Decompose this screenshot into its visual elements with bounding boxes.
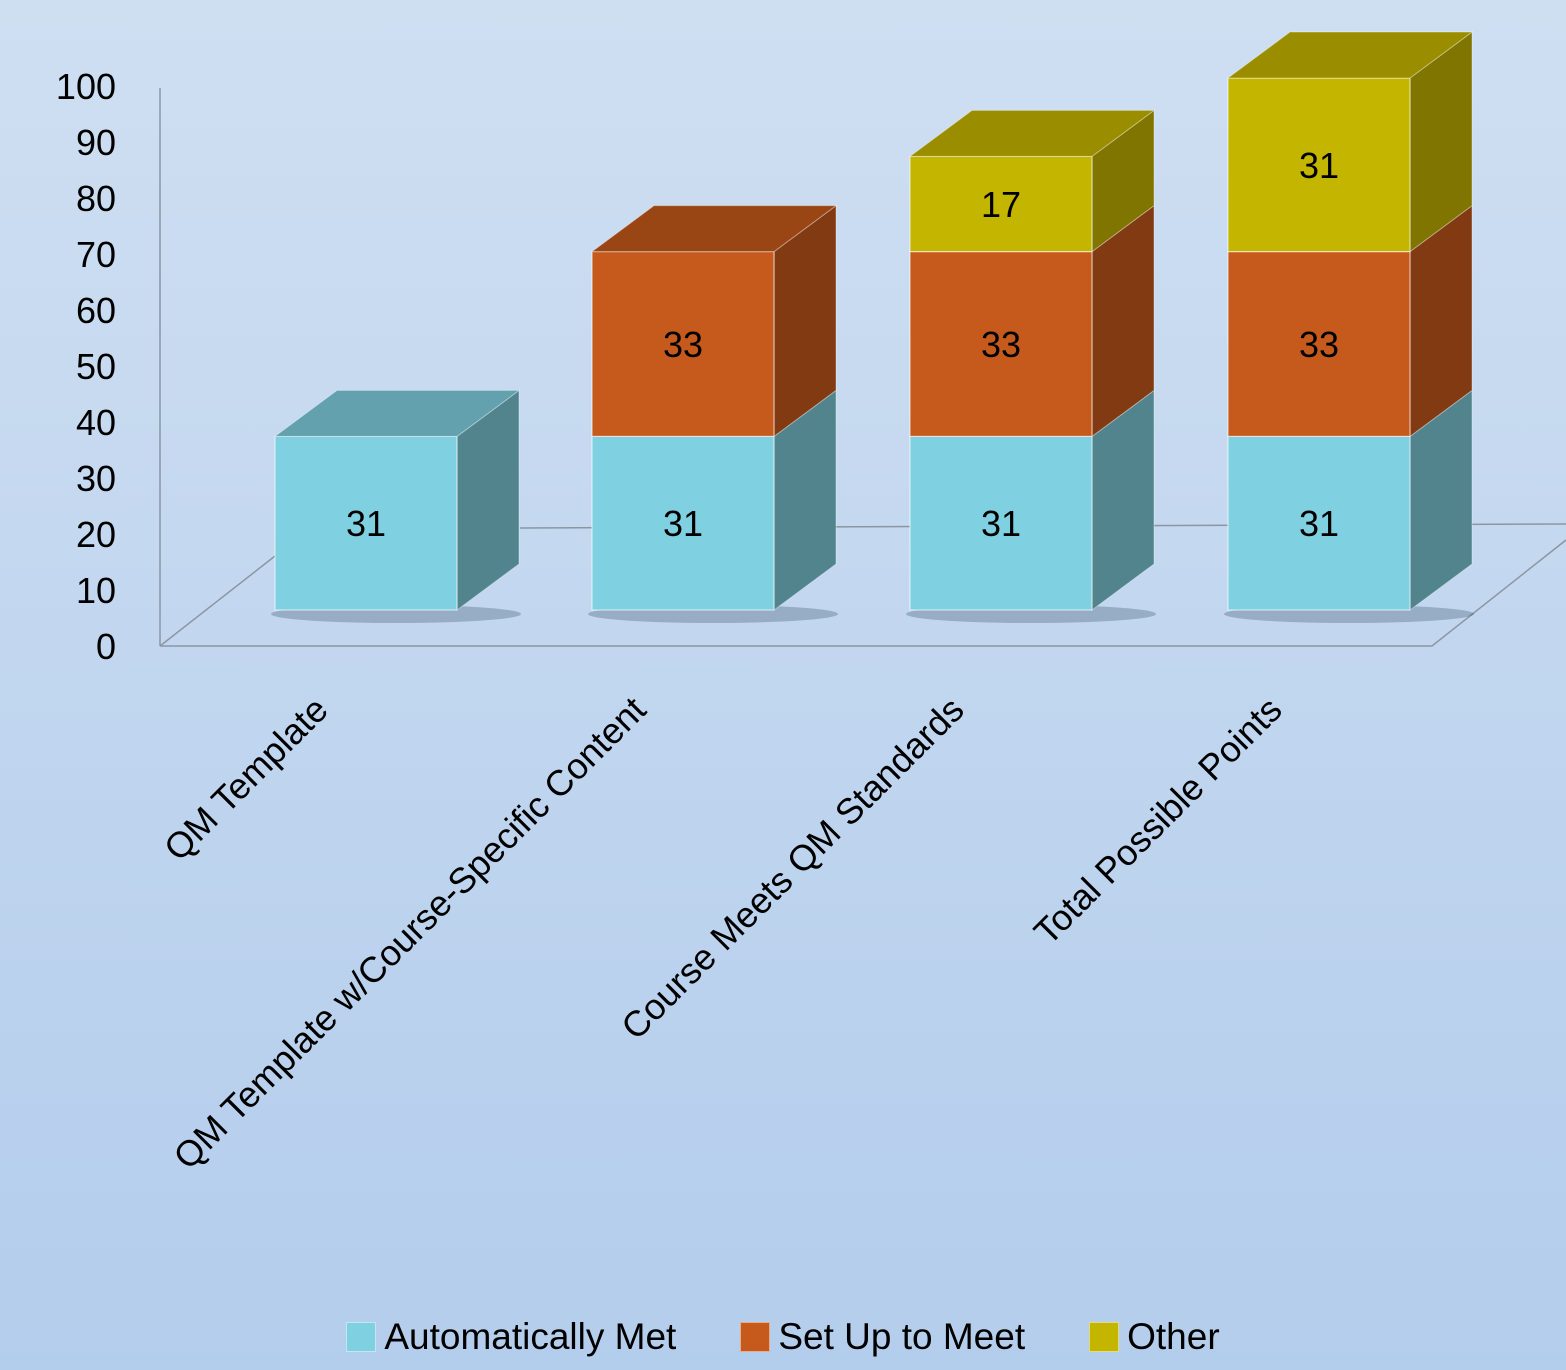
floor-front-edge	[160, 539, 1566, 647]
legend-item-automatically-met: Automatically Met	[346, 1316, 676, 1358]
y-tick-label: 60	[76, 290, 116, 331]
bar-stack-qm-template-w-course-specific-content: 31 33	[588, 204, 838, 623]
data-label-other: 17	[981, 184, 1021, 225]
y-tick-label: 20	[76, 514, 116, 555]
legend-label-automatically-met: Automatically Met	[384, 1316, 677, 1357]
bar-segment-automatically-met	[1227, 435, 1411, 611]
legend-label-set-up-to-meet: Set Up to Meet	[778, 1316, 1026, 1357]
data-label-set-up-to-meet: 33	[1299, 324, 1339, 365]
y-tick-label: 0	[96, 626, 116, 667]
data-label-automatically-met: 31	[1299, 503, 1339, 544]
bar-segment-set-up-to-meet	[909, 251, 1093, 438]
legend-item-set-up-to-meet: Set Up to Meet	[740, 1316, 1025, 1358]
y-tick-label: 100	[56, 66, 116, 107]
data-label-automatically-met: 31	[346, 503, 386, 544]
bar-top-other	[1226, 31, 1474, 79]
legend-item-other: Other	[1089, 1316, 1220, 1358]
bar-stack-course-meets-qm-standards: 31 33 17	[906, 109, 1156, 623]
y-tick-label: 30	[76, 458, 116, 499]
bar-top-automatically-met	[273, 389, 521, 437]
legend-swatch-other	[1089, 1322, 1120, 1352]
data-label-set-up-to-meet: 33	[981, 324, 1021, 365]
legend: Automatically Met Set Up to Meet Other	[0, 1316, 1566, 1358]
bar-top-other	[908, 109, 1156, 157]
data-label-automatically-met: 31	[981, 503, 1021, 544]
bar-segment-automatically-met	[591, 435, 775, 611]
legend-swatch-set-up-to-meet	[740, 1322, 771, 1352]
x-category-label: QM Template	[156, 689, 336, 869]
legend-label-other: Other	[1127, 1316, 1220, 1357]
bar-segment-other	[1227, 77, 1411, 253]
bar-segment-set-up-to-meet	[1227, 251, 1411, 438]
y-tick-label: 70	[76, 234, 116, 275]
y-tick-label: 90	[76, 122, 116, 163]
legend-swatch-automatically-met	[346, 1322, 377, 1352]
x-category-label: Course Meets QM Standards	[613, 689, 972, 1048]
bar-segment-other	[909, 155, 1093, 253]
floor-left-edge	[159, 555, 276, 647]
bar-stack-total-possible-points: 31 33 31	[1224, 31, 1474, 623]
y-axis: 0 10 20 30 40 50 60 70 80 90 100	[56, 66, 116, 667]
y-tick-label: 80	[76, 178, 116, 219]
bars: 31 31 33 31 33 17 31 33 31	[271, 31, 1474, 623]
data-label-other: 31	[1299, 145, 1339, 186]
bar-segment-automatically-met	[274, 435, 458, 611]
data-label-set-up-to-meet: 33	[663, 324, 703, 365]
y-tick-label: 40	[76, 402, 116, 443]
y-tick-label: 10	[76, 570, 116, 611]
x-category-label: Total Possible Points	[1026, 689, 1290, 953]
data-label-automatically-met: 31	[663, 503, 703, 544]
bar-segment-automatically-met	[909, 435, 1093, 611]
bar-stack-qm-template: 31	[271, 389, 521, 623]
bar-top-set-up-to-meet	[590, 205, 838, 253]
y-tick-label: 50	[76, 346, 116, 387]
